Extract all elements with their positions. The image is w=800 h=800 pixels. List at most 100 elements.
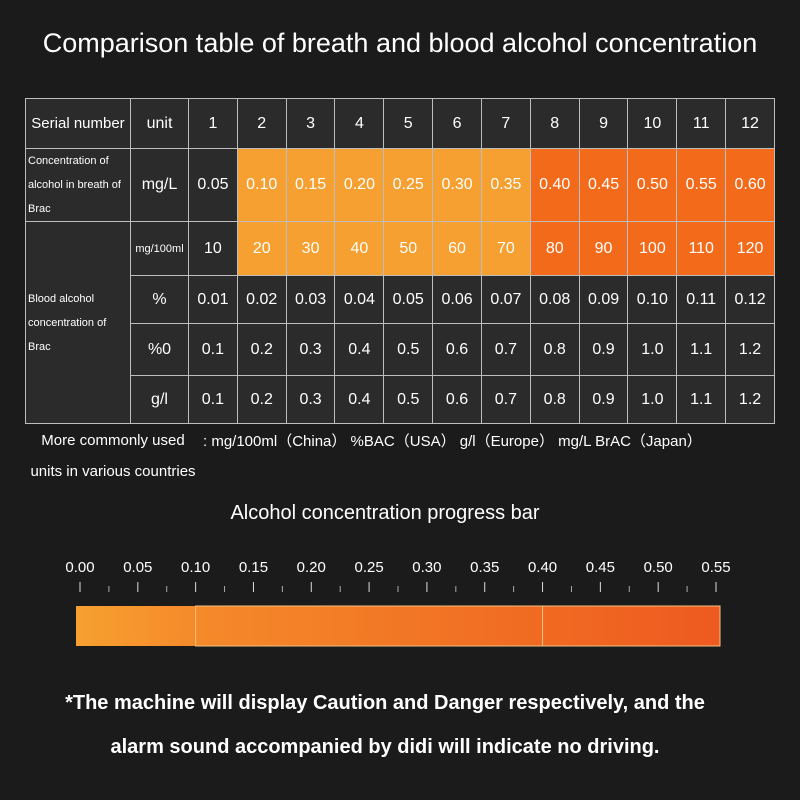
unit-cell: %0	[130, 323, 189, 376]
value-cell: 100	[627, 221, 678, 276]
progress-bar: 0.00 0.05 0.10 0.15 0.20 0.25 0.30 0.35 0.40 0.45…	[65, 559, 731, 647]
value-cell: 0.5	[383, 375, 434, 424]
progress-bar-title: Alcohol concentration progress bar	[230, 502, 540, 524]
value-cell: 0.06	[432, 275, 482, 324]
group-label: Concentration of alcohol in breath of Br…	[25, 148, 131, 222]
value-cell: 0.3	[285, 375, 336, 424]
value-cell: 0.12	[725, 275, 775, 324]
value-cell: 0.01	[188, 275, 238, 324]
scale-label: 0.40	[528, 559, 557, 576]
comparison-table: Serial number unit 1 2 3 4 5 6 7 8 9 10 11 12 Concentr…	[25, 98, 775, 424]
value-cell: 0.15	[285, 148, 336, 222]
value-cell: 1.1	[676, 323, 727, 376]
group-label: Blood alcohol concentration of Brac	[25, 221, 131, 424]
value-cell: 0.05	[383, 275, 434, 324]
value-cell: 70	[480, 221, 531, 276]
unit-cell: %	[130, 275, 189, 324]
value-cell: 90	[578, 221, 629, 276]
value-cell: 0.2	[236, 323, 287, 376]
value-cell: 0.9	[578, 375, 629, 424]
table-row: Blood alcohol concentration of Brac mg/10…	[25, 221, 775, 424]
header-cell: 6	[432, 98, 482, 149]
value-cell: 0.10	[627, 275, 678, 324]
value-cell: 0.4	[334, 375, 385, 424]
footer-line: *The machine will display Caution and Da…	[65, 692, 705, 714]
header-cell: 5	[383, 98, 434, 149]
value-cell: 0.4	[334, 323, 385, 376]
header-cell: 10	[627, 98, 678, 149]
value-cell: 20	[236, 221, 287, 276]
value-cell: 0.7	[480, 323, 531, 376]
header-cell: 4	[334, 98, 385, 149]
value-cell: 0.02	[236, 275, 287, 324]
value-cell: 0.03	[285, 275, 336, 324]
header-cell: 2	[236, 98, 287, 149]
scale-label: 0.35	[470, 559, 499, 576]
scale-label: 0.05	[123, 559, 152, 576]
value-cell: 0.30	[432, 148, 482, 222]
title: Comparison table of breath and blood alc…	[42, 28, 758, 58]
value-cell: 120	[725, 221, 775, 276]
units-note-label: More commonly used units in various coun…	[30, 432, 196, 480]
header-cell: 12	[725, 98, 775, 149]
value-cell: 0.04	[334, 275, 385, 324]
bar-segment	[76, 606, 196, 646]
value-cell: 0.5	[383, 323, 434, 376]
unit-cell: g/l	[130, 375, 189, 424]
value-cell: 0.35	[480, 148, 531, 222]
value-cell: 110	[676, 221, 727, 276]
unit-cell: mg/L	[130, 148, 189, 222]
value-cell: 1.0	[627, 323, 678, 376]
value-cell: 0.60	[725, 148, 775, 222]
bar-segment	[195, 605, 544, 647]
value-cell: 0.7	[480, 375, 531, 424]
value-cell: 10	[188, 221, 238, 276]
value-cell: 30	[285, 221, 336, 276]
value-cell: 0.1	[188, 323, 238, 376]
value-cell: 0.1	[188, 375, 238, 424]
value-cell: 60	[432, 221, 482, 276]
table-row: g/l 0.1 0.2 0.3 0.4 0.5 0.6 0.7 0.8 0.9 1.0 1.1 1.2	[26, 375, 775, 424]
value-cell: 0.6	[432, 323, 482, 376]
scale-label: 0.45	[586, 559, 615, 576]
scale-label: 0.15	[239, 559, 268, 576]
value-cell: 1.0	[627, 375, 678, 424]
scale-label: 0.55	[701, 559, 730, 576]
header-cell: 3	[285, 98, 336, 149]
value-cell: 0.08	[529, 275, 580, 324]
value-cell: 0.07	[480, 275, 531, 324]
header-cell: 8	[529, 98, 580, 149]
value-cell: 50	[383, 221, 434, 276]
value-cell: 0.05	[188, 148, 238, 222]
header-cell: 1	[188, 98, 238, 149]
header-row: Serial number unit 1 2 3 4 5 6 7 8 9 10 11 12	[25, 98, 775, 149]
value-cell: 0.40	[529, 148, 580, 222]
value-cell: 0.09	[578, 275, 629, 324]
value-cell: 80	[529, 221, 580, 276]
value-cell: 40	[334, 221, 385, 276]
value-cell: 0.11	[676, 275, 727, 324]
scale-label: 0.25	[354, 559, 383, 576]
value-cell: 0.8	[529, 323, 580, 376]
scale-label: 0.10	[181, 559, 210, 576]
table-row: Concentration of alcohol in breath of Br…	[25, 148, 775, 222]
value-cell: 1.1	[676, 375, 727, 424]
units-note-text: : mg/100ml（China） %BAC（USA） g/l（Europe） …	[203, 433, 702, 450]
scale-label: 0.50	[644, 559, 673, 576]
bar-segment	[542, 605, 721, 647]
value-cell: 0.3	[285, 323, 336, 376]
header-cell: 11	[676, 98, 727, 149]
value-cell: 0.50	[627, 148, 678, 222]
value-cell: 1.2	[725, 323, 775, 376]
value-cell: 0.20	[334, 148, 385, 222]
value-cell: 0.45	[578, 148, 629, 222]
scale-label: 0.20	[297, 559, 326, 576]
value-cell: 0.25	[383, 148, 434, 222]
value-cell: 0.8	[529, 375, 580, 424]
table-row: % 0.01 0.02 0.03 0.04 0.05 0.06 0.07 0.08 0.09 0.1…	[26, 275, 775, 324]
header-cell: Serial number	[25, 98, 131, 149]
value-cell: 0.9	[578, 323, 629, 376]
header-cell: unit	[130, 98, 189, 149]
value-cell: 0.2	[236, 375, 287, 424]
